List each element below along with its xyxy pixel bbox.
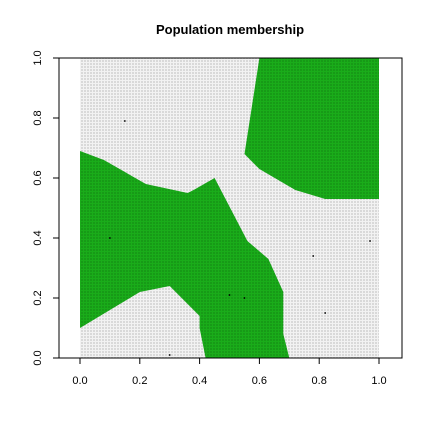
chart-title: Population membership: [156, 22, 304, 37]
sample-point: [109, 237, 111, 239]
x-tick-label: 1.0: [371, 375, 386, 387]
x-tick-label: 0.2: [132, 375, 147, 387]
x-tick-label: 0.4: [192, 375, 207, 387]
membership-region-texture-2: [244, 58, 379, 199]
sample-point: [243, 297, 246, 299]
y-tick-label: 0.6: [32, 170, 44, 185]
sample-point: [228, 294, 231, 296]
membership-region-texture-1: [80, 151, 290, 358]
y-tick-label: 0.0: [32, 350, 44, 365]
x-tick-label: 0.8: [312, 375, 327, 387]
y-tick-label: 0.4: [32, 230, 44, 245]
y-tick-label: 0.2: [32, 290, 44, 305]
sample-point: [324, 312, 327, 314]
plot-area: [80, 58, 379, 358]
sample-point: [312, 255, 315, 257]
y-tick-label: 0.8: [32, 110, 44, 125]
sample-point: [369, 240, 371, 242]
y-axis: 0.0 0.2 0.4 0.6 0.8 1.0: [32, 50, 60, 366]
x-axis: 0.0 0.2 0.4 0.6 0.8 1.0: [72, 357, 387, 387]
plot-frame: [58, 57, 403, 359]
x-tick-label: 0.6: [252, 375, 267, 387]
y-tick-label: 1.0: [32, 50, 44, 65]
sample-point: [123, 120, 126, 122]
x-tick-label: 0.0: [72, 375, 87, 387]
sample-point: [168, 354, 171, 356]
